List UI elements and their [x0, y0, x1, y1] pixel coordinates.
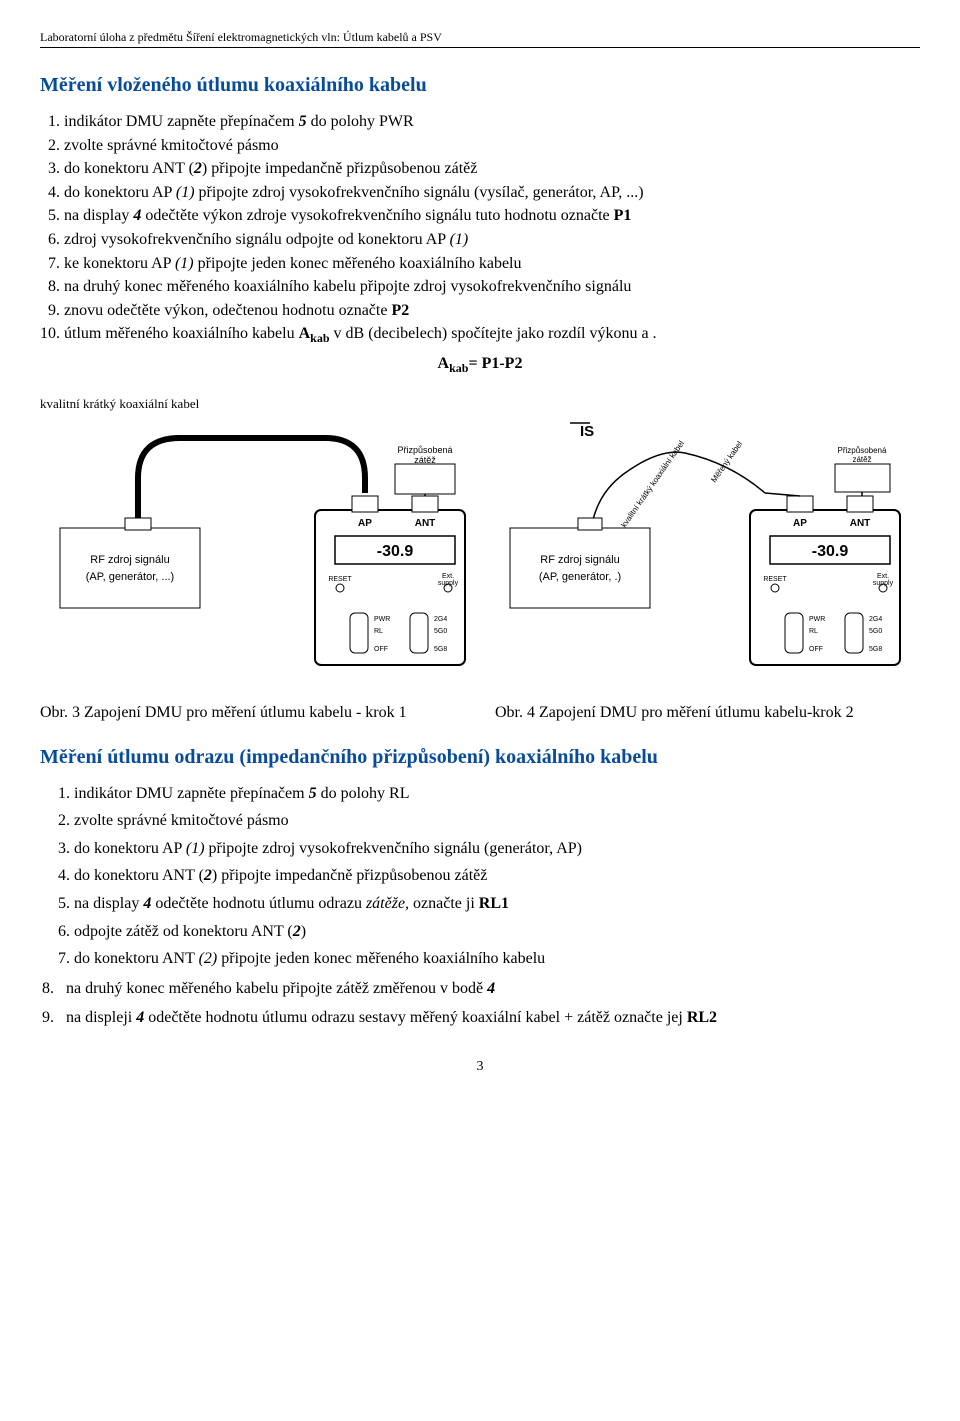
step2-4: do konektoru ANT (2) připojte impedančně… [74, 865, 920, 887]
svg-text:5G0: 5G0 [434, 628, 447, 635]
figures-row: RF zdroj signálu (AP, generátor, ...) Př… [40, 418, 920, 683]
step2-2: zvolte správné kmitočtové pásmo [74, 810, 920, 832]
page-header: Laboratorní úloha z předmětu Šíření elek… [40, 30, 920, 48]
caption-fig4: Obr. 4 Zapojení DMU pro měření útlumu ka… [495, 703, 920, 724]
section2-title: Měření útlumu odrazu (impedančního přizp… [40, 746, 920, 769]
svg-text:5G0: 5G0 [869, 628, 882, 635]
svg-text:ANT: ANT [850, 518, 871, 529]
steps-list-1: indikátor DMU zapněte přepínačem 5 do po… [40, 111, 920, 347]
rf-source-label: RF zdroj signálu [90, 554, 169, 566]
step-9: znovu odečtěte výkon, odečtenou hodnotu … [64, 300, 920, 322]
formula: Akab= P1-P2 [40, 355, 920, 376]
step2-7: do konektoru ANT (2) připojte jeden kone… [74, 948, 920, 970]
rf-source-sub: (AP, generátor, ...) [86, 571, 174, 583]
step-1: indikátor DMU zapněte přepínačem 5 do po… [64, 111, 920, 133]
step-4: do konektoru AP (1) připojte zdroj vysok… [64, 182, 920, 204]
svg-text:2G4: 2G4 [434, 616, 447, 623]
step2-1: indikátor DMU zapněte přepínačem 5 do po… [74, 783, 920, 805]
svg-text:supply: supply [873, 580, 894, 587]
figure-3-svg: RF zdroj signálu (AP, generátor, ...) Př… [40, 418, 470, 678]
svg-text:AP: AP [358, 518, 372, 529]
step2-3: do konektoru AP (1) připojte zdroj vysok… [74, 838, 920, 860]
step2-6: odpojte zátěž od konektoru ANT (2) [74, 921, 920, 943]
svg-text:supply: supply [438, 580, 459, 587]
svg-text:zátěž: zátěž [852, 455, 871, 464]
step-3: do konektoru ANT (2) připojte impedančně… [64, 158, 920, 180]
step2-5: na display 4 odečtěte hodnotu útlumu odr… [74, 893, 920, 915]
svg-text:PWR: PWR [809, 616, 825, 623]
svg-text:RESET: RESET [763, 576, 787, 583]
captions-row: Obr. 3 Zapojení DMU pro měření útlumu ka… [40, 703, 920, 724]
figure-3: RF zdroj signálu (AP, generátor, ...) Př… [40, 418, 470, 683]
svg-text:5G8: 5G8 [434, 646, 447, 653]
svg-text:RF zdroj signálu: RF zdroj signálu [540, 554, 619, 566]
final-8: na druhý konec měřeného kabelu připojte … [58, 978, 920, 1000]
figure-4-svg: IS kvalitní krátký koaxiální kabel Měřen… [490, 418, 920, 678]
svg-text:IS: IS [580, 423, 594, 440]
steps-list-2: indikátor DMU zapněte přepínačem 5 do po… [40, 783, 920, 970]
display-value: -30.9 [377, 543, 414, 560]
step-10: útlum měřeného koaxiálního kabelu Akab v… [64, 323, 920, 346]
svg-text:Ext.: Ext. [877, 573, 889, 580]
svg-text:OFF: OFF [374, 646, 388, 653]
svg-text:ANT: ANT [415, 518, 436, 529]
svg-text:RESET: RESET [328, 576, 352, 583]
svg-text:2G4: 2G4 [869, 616, 882, 623]
cable-label: kvalitní krátký koaxiální kabel [40, 396, 920, 412]
section1-title: Měření vloženého útlumu koaxiálního kabe… [40, 74, 920, 97]
final-9: na displeji 4 odečtěte hodnotu útlumu od… [58, 1007, 920, 1029]
step-8: na druhý konec měřeného koaxiálního kabe… [64, 276, 920, 298]
step-6: zdroj vysokofrekvenčního signálu odpojte… [64, 229, 920, 251]
svg-text:RL: RL [374, 628, 383, 635]
svg-text:RL: RL [809, 628, 818, 635]
svg-text:zátěž: zátěž [414, 455, 436, 465]
svg-text:AP: AP [793, 518, 807, 529]
svg-text:PWR: PWR [374, 616, 390, 623]
caption-fig3: Obr. 3 Zapojení DMU pro měření útlumu ka… [40, 703, 465, 724]
svg-text:5G8: 5G8 [869, 646, 882, 653]
svg-text:OFF: OFF [809, 646, 823, 653]
step-5: na display 4 odečtěte výkon zdroje vysok… [64, 205, 920, 227]
svg-text:(AP, generátor, .): (AP, generátor, .) [539, 571, 621, 583]
svg-text:Ext.: Ext. [442, 573, 454, 580]
figure-4: IS kvalitní krátký koaxiální kabel Měřen… [490, 418, 920, 683]
svg-text:Přizpůsobená: Přizpůsobená [397, 445, 452, 455]
final-steps: na druhý konec měřeného kabelu připojte … [40, 978, 920, 1029]
svg-text:Přizpůsobená: Přizpůsobená [838, 446, 887, 455]
step-2: zvolte správné kmitočtové pásmo [64, 135, 920, 157]
svg-text:-30.9: -30.9 [812, 543, 849, 560]
step-7: ke konektoru AP (1) připojte jeden konec… [64, 253, 920, 275]
page-number: 3 [40, 1059, 920, 1075]
